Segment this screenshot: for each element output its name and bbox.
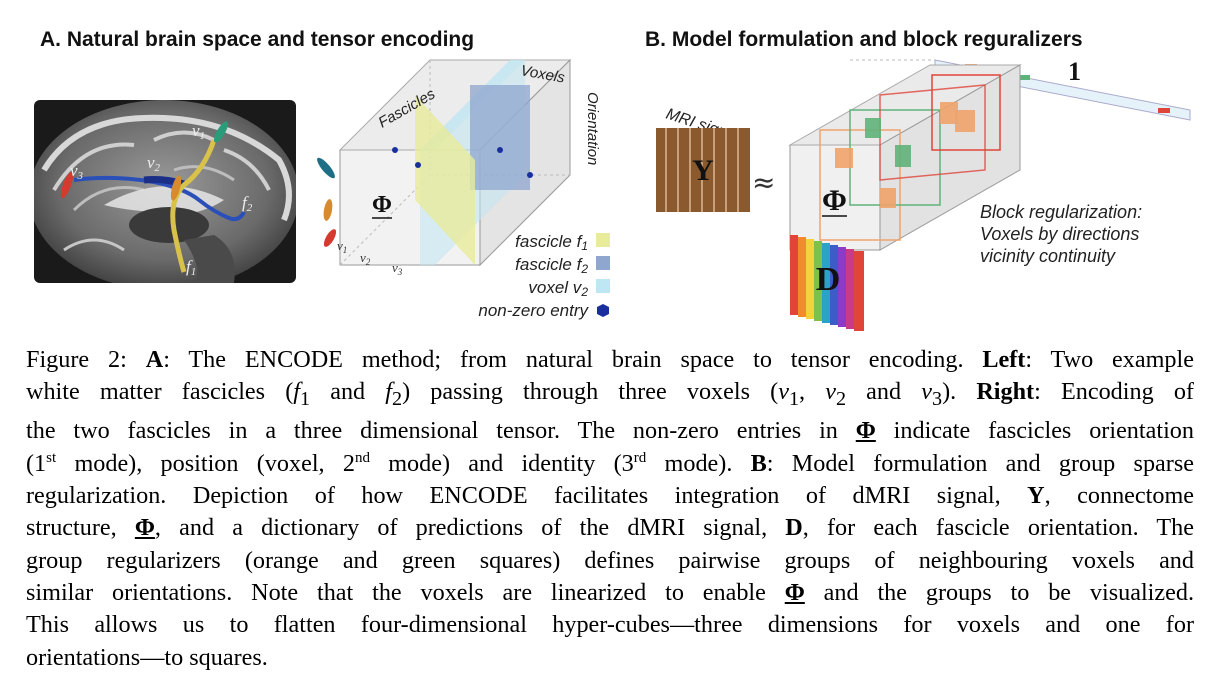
- caption-line-8: similar orientations. Note that the voxe…: [26, 578, 1194, 606]
- approx-symbol: ≈: [752, 166, 775, 199]
- y-label: Y: [692, 154, 714, 187]
- legend-fascicle-f1: fascicle f1: [515, 232, 588, 253]
- block-reg-line3: vicinity continuity: [980, 246, 1116, 266]
- tensor-v3-label: v3: [392, 260, 403, 277]
- legend-v2-swatch: [596, 279, 610, 293]
- caption-line-3: the two fascicles in a three dimensional…: [26, 417, 1194, 445]
- caption-line-9: This allows us to flatten four-dimension…: [26, 611, 1194, 639]
- caption-line-4: (1st mode), position (voxel, 2nd mode) a…: [26, 449, 1194, 477]
- phi-label-b: Φ: [822, 184, 847, 217]
- figure-caption: Figure 2: A: The ENCODE method; from nat…: [26, 344, 1194, 674]
- d-label: D: [816, 261, 841, 298]
- block-reg-line1: Block regularization:: [980, 202, 1142, 222]
- fascicle-f1-plane: [415, 95, 475, 265]
- brain-label-v1: v1: [192, 121, 205, 142]
- legend-voxel-v2: voxel v2: [528, 278, 588, 299]
- tensor-v2-label: v2: [360, 250, 371, 267]
- brain-mri-image: v3 v2 v1 f2 f1: [34, 100, 296, 283]
- figure-diagram: Fascicles Voxels Orientation Φ v1 v2 v3 …: [317, 57, 1191, 331]
- brain-label-v2: v2: [147, 153, 161, 174]
- caption-line-10: orientations—to squares.: [26, 643, 268, 671]
- brain-label-f1: f1: [186, 257, 196, 278]
- orientation-axis-label: Orientation: [584, 92, 601, 165]
- legend-f1-swatch: [596, 233, 610, 247]
- caption-line-1: Figure 2: A: The ENCODE method; from nat…: [26, 346, 1194, 373]
- caption-line-5: regularization. Depiction of how ENCODE …: [26, 482, 1195, 510]
- caption-line-6: structure, Φ, and a dictionary of predic…: [26, 514, 1195, 542]
- legend-non-zero: non-zero entry: [478, 301, 589, 320]
- legend-f2-swatch: [596, 256, 610, 270]
- legend-a: fascicle f1 fascicle f2 voxel v2 non-zer…: [478, 232, 610, 320]
- panel-b-title: B. Model formulation and block reguraliz…: [645, 28, 1083, 51]
- block-reg-line2: Voxels by directions: [980, 224, 1139, 244]
- one-label: 1: [1068, 57, 1081, 86]
- caption-line-7: group regularizers (orange and green squ…: [26, 546, 1194, 574]
- tensor-cube: Fascicles Voxels Orientation Φ v1 v2 v3: [317, 58, 601, 277]
- brain-label-f2: f2: [242, 193, 253, 214]
- legend-nonzero-swatch: [597, 304, 609, 317]
- y-matrix: Y: [656, 128, 750, 212]
- model-diagram: MRI signal Y ≈ 1: [656, 57, 1191, 331]
- phi-label-a: Φ: [372, 192, 392, 218]
- legend-fascicle-f2: fascicle f2: [515, 255, 588, 276]
- d-dictionary: D: [790, 235, 864, 331]
- tensor-v1-label: v1: [337, 238, 347, 255]
- panel-a-title: A. Natural brain space and tensor encodi…: [40, 28, 475, 51]
- fascicle-f2-plane: [470, 85, 530, 190]
- caption-line-2: white matter fascicles (f1 and f2) passi…: [26, 378, 1194, 411]
- brain-label-v3: v3: [70, 161, 84, 182]
